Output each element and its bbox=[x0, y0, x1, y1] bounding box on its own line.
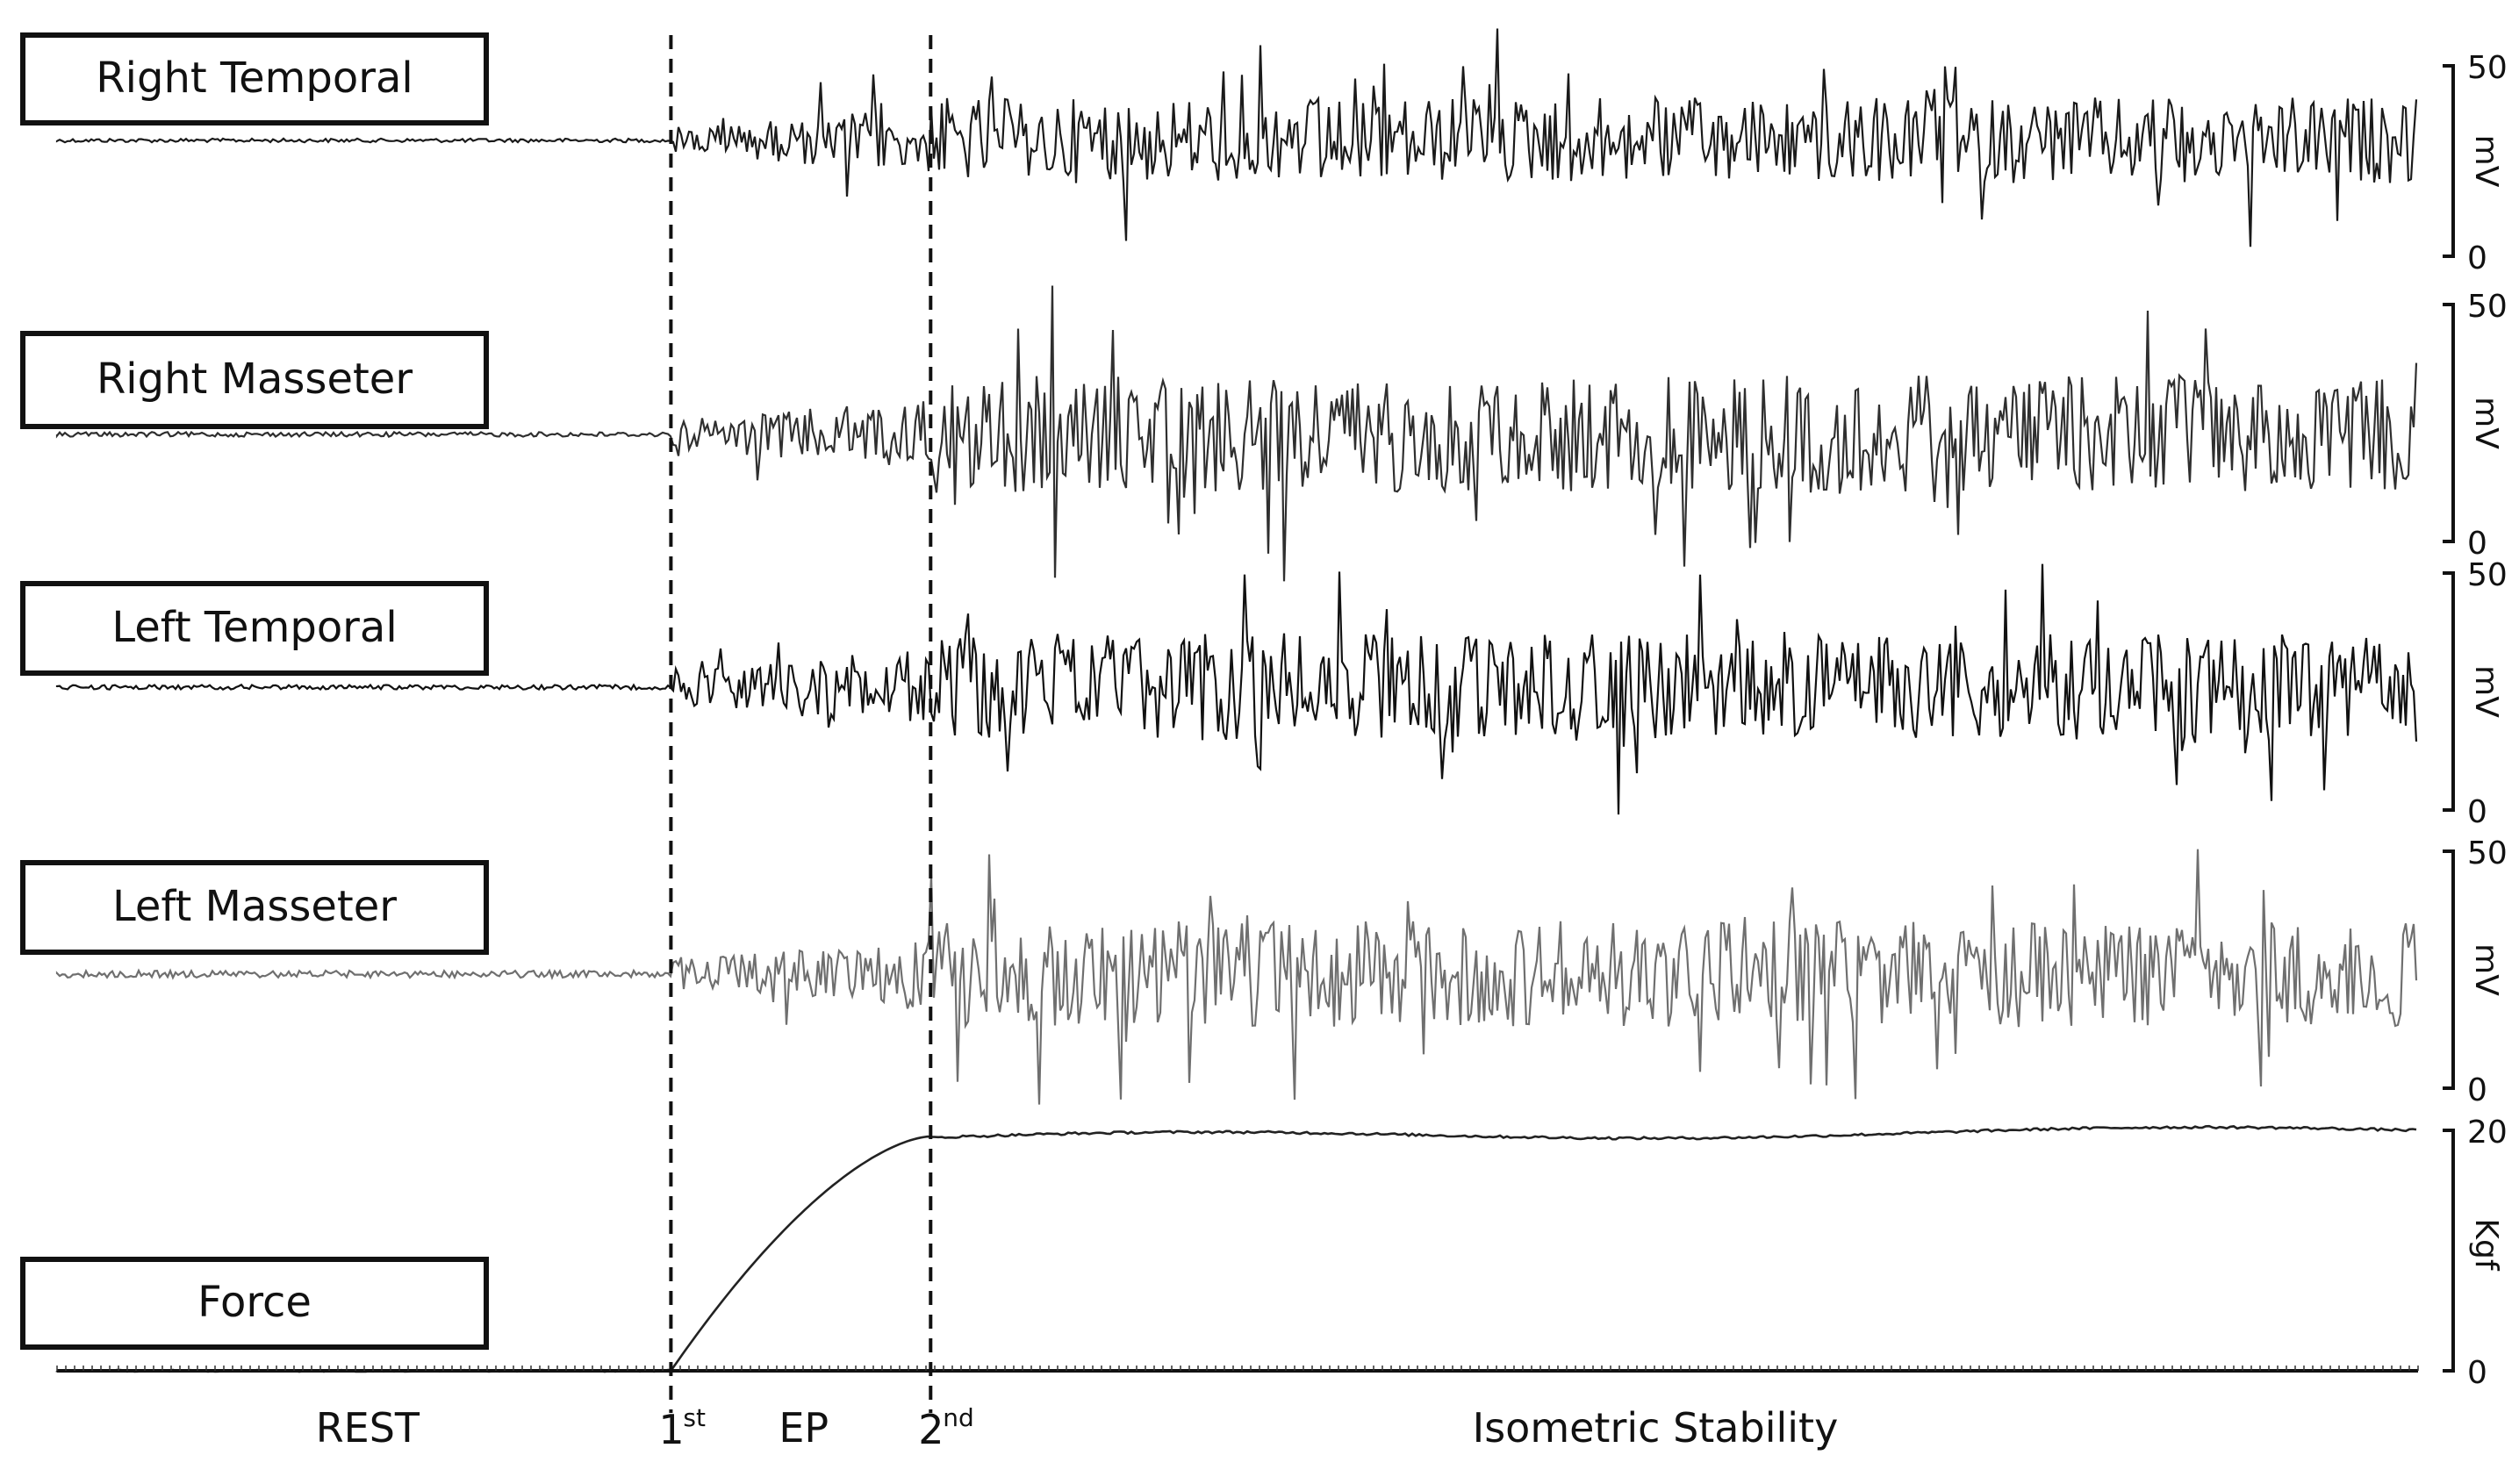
scale-unit: mV bbox=[2468, 135, 2504, 188]
channel-label-box bbox=[20, 32, 489, 125]
time-marker-2: 2nd bbox=[918, 1403, 974, 1453]
emg-trace-left-masseter bbox=[55, 849, 2418, 1105]
scale-tick-max: 20 bbox=[2467, 1115, 2508, 1151]
channel-label-box bbox=[20, 581, 489, 676]
scale-unit: Kgf bbox=[2468, 1218, 2504, 1271]
channel-labels: Right Temporal Right Masseter Left Tempora… bbox=[20, 32, 489, 1350]
scale-bracket bbox=[2443, 64, 2455, 258]
emg-trace-right-temporal bbox=[55, 28, 2418, 247]
scale-right-masseter: 50 0 mV bbox=[2443, 289, 2508, 562]
traces-layer bbox=[55, 28, 2419, 1373]
channel-name: Right Temporal bbox=[96, 54, 413, 103]
channel-label-box bbox=[20, 1257, 489, 1350]
channel-label-box bbox=[20, 331, 489, 429]
scale-left-masseter: 50 0 mV bbox=[2443, 835, 2508, 1108]
channel-name: Force bbox=[197, 1278, 312, 1327]
scale-force: 20 0 Kgf bbox=[2443, 1115, 2508, 1391]
time-marker-sup: nd bbox=[943, 1403, 974, 1432]
channel-label-right-masseter: Right Masseter bbox=[20, 331, 489, 429]
time-marker-label: 2 bbox=[918, 1406, 944, 1453]
channel-name: Right Masseter bbox=[97, 355, 413, 404]
time-axis-ticks bbox=[56, 1366, 2419, 1371]
scale-unit: mV bbox=[2468, 943, 2504, 996]
scale-bracket bbox=[2443, 303, 2455, 543]
channel-label-force: Force bbox=[20, 1257, 489, 1350]
scale-unit: mV bbox=[2468, 397, 2504, 449]
scale-tick-min: 0 bbox=[2467, 526, 2487, 562]
scale-tick-max: 50 bbox=[2467, 557, 2508, 593]
bottom-labels: 1st 2nd REST EP Isometric Stability bbox=[316, 1403, 1839, 1453]
channel-name: Left Temporal bbox=[111, 603, 397, 652]
emg-trace-right-masseter bbox=[55, 285, 2418, 582]
channel-label-right-temporal: Right Temporal bbox=[20, 32, 489, 125]
phase-label-ep: EP bbox=[779, 1404, 829, 1452]
scale-bracket bbox=[2443, 1129, 2455, 1373]
time-marker-sup: st bbox=[683, 1403, 706, 1432]
scale-tick-min: 0 bbox=[2467, 1072, 2487, 1108]
channel-label-box bbox=[20, 860, 489, 955]
scale-tick-min: 0 bbox=[2467, 1355, 2487, 1391]
scale-tick-max: 50 bbox=[2467, 50, 2508, 86]
scale-bracket bbox=[2443, 571, 2455, 812]
channel-name: Left Masseter bbox=[112, 882, 397, 931]
scale-tick-min: 0 bbox=[2467, 240, 2487, 276]
channel-label-left-masseter: Left Masseter bbox=[20, 860, 489, 955]
channel-label-left-temporal: Left Temporal bbox=[20, 581, 489, 676]
time-marker-1: 1st bbox=[658, 1403, 706, 1453]
scale-tick-min: 0 bbox=[2467, 794, 2487, 830]
scale-tick-max: 50 bbox=[2467, 289, 2508, 325]
scale-right-temporal: 50 0 mV bbox=[2443, 50, 2508, 276]
scale-unit: mV bbox=[2468, 665, 2504, 718]
scale-left-temporal: 50 0 mV bbox=[2443, 557, 2508, 830]
scale-tick-max: 50 bbox=[2467, 835, 2508, 871]
emg-trace-left-temporal bbox=[55, 563, 2418, 815]
time-marker-label: 1 bbox=[658, 1406, 684, 1453]
phase-dividers bbox=[669, 35, 933, 1413]
phase-label-isometric-stability: Isometric Stability bbox=[1473, 1404, 1839, 1452]
scale-bracket bbox=[2443, 850, 2455, 1090]
phase-label-rest: REST bbox=[316, 1404, 420, 1452]
